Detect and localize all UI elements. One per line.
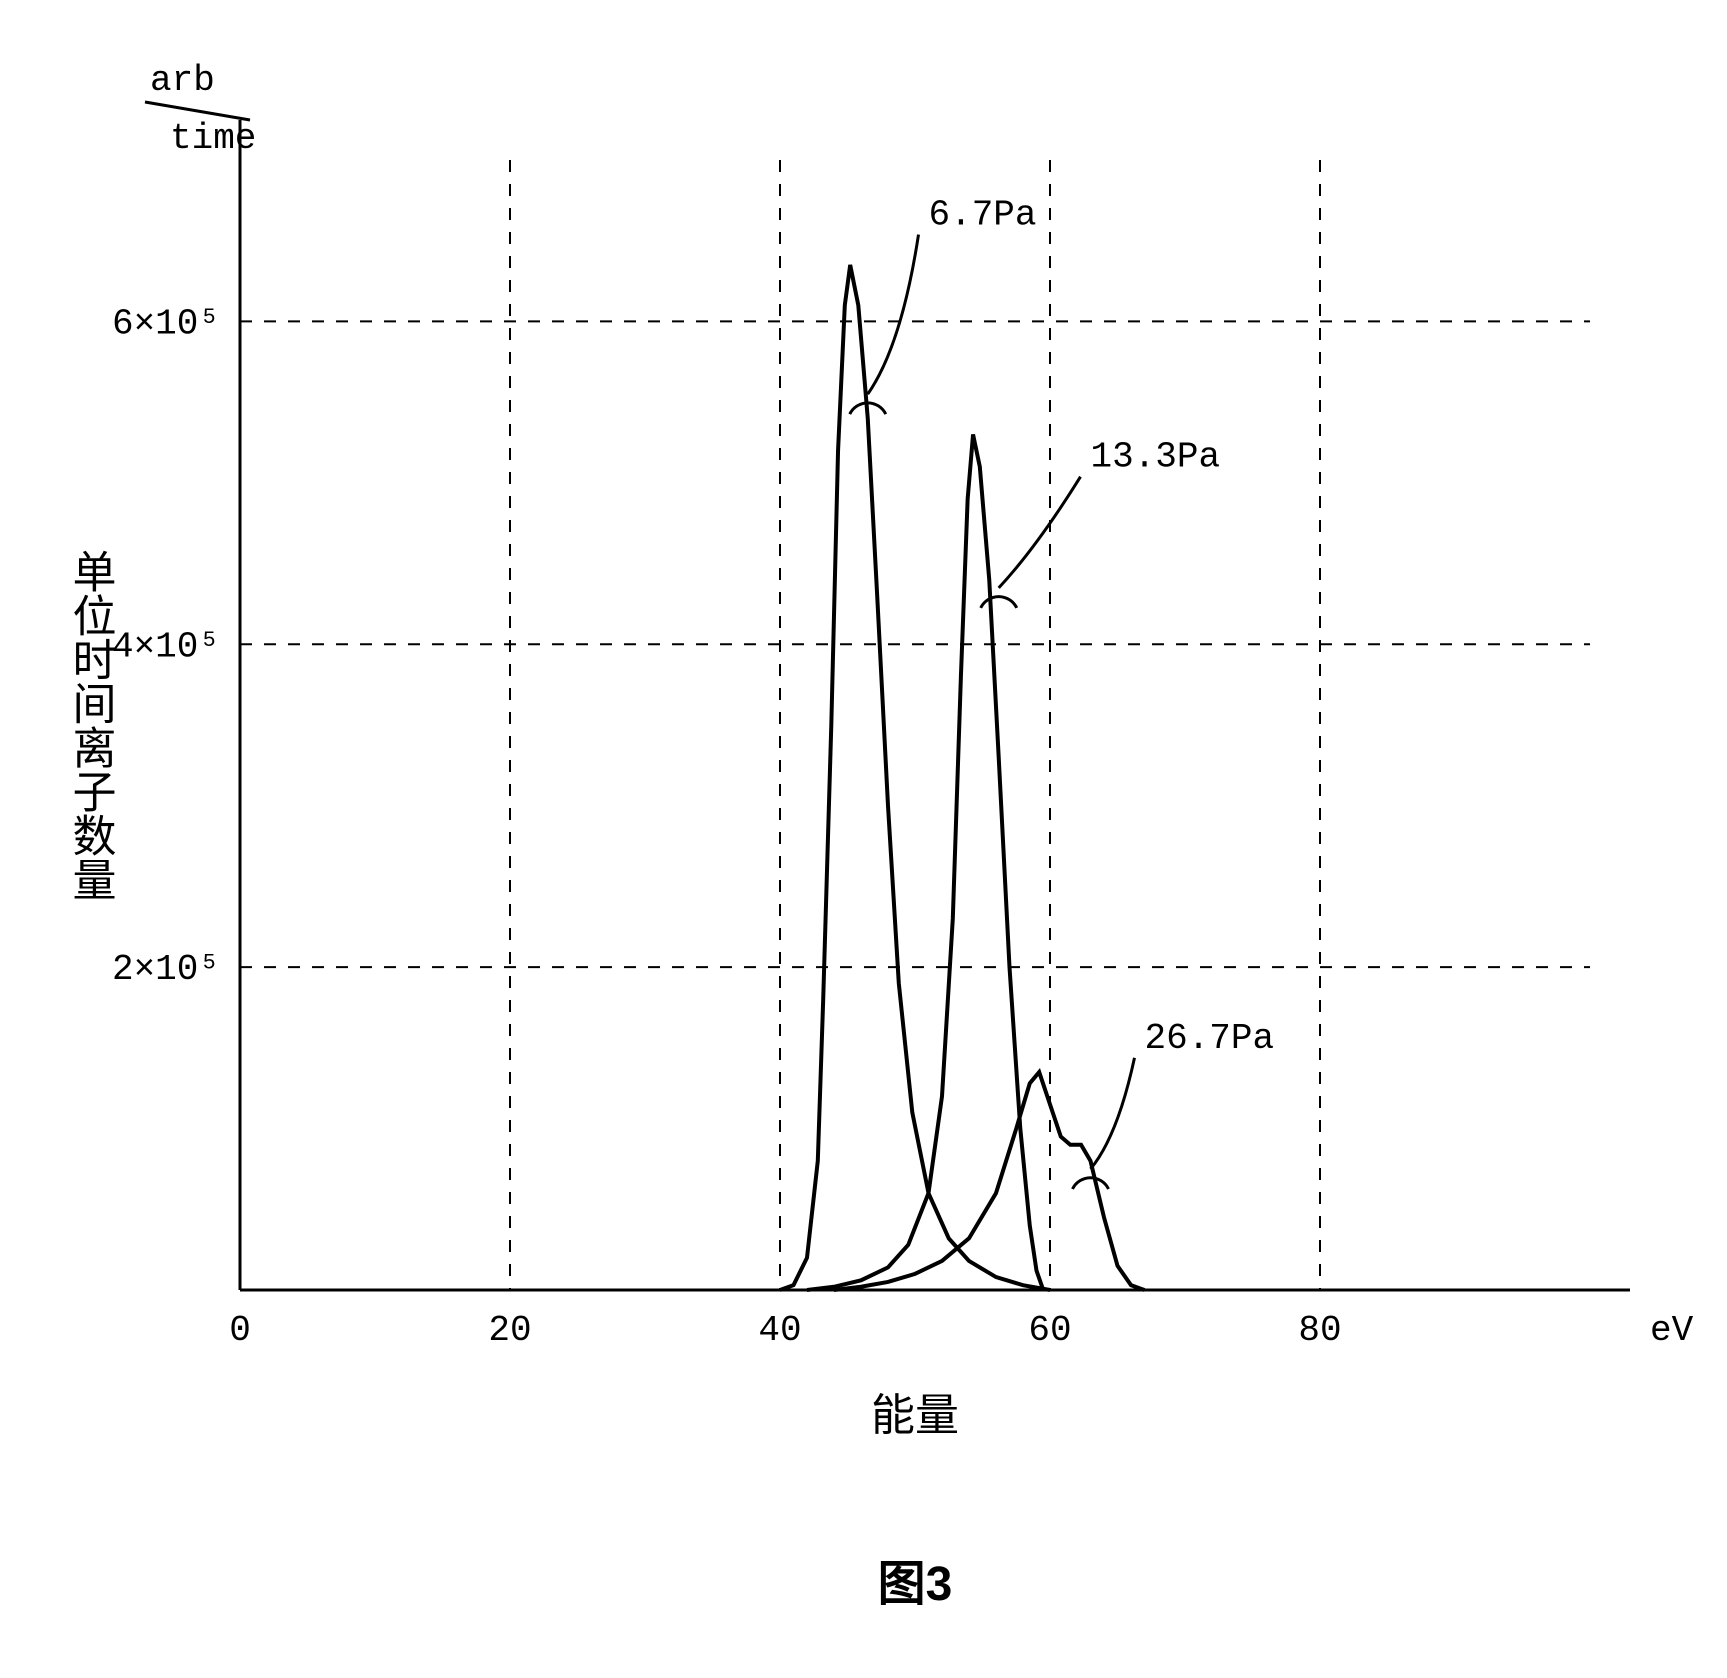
y-tick-label: 2×10⁵ — [112, 949, 220, 990]
x-unit-label: eV — [1650, 1310, 1694, 1351]
annotation-leader — [868, 235, 919, 395]
annotation-label: 6.7Pa — [929, 195, 1037, 236]
y-tick-label: 6×10⁵ — [112, 303, 220, 344]
chart-svg: 0 20 40 60 80 2×10⁵ 4×10⁵ 6×10⁵ eV 能量 arb time 单位时间离… — [40, 40, 1727, 1638]
x-tick-label: 40 — [758, 1310, 801, 1351]
annotation-label: 26.7Pa — [1145, 1018, 1275, 1059]
y-axis-label: 单位时间离子数量 — [66, 549, 116, 901]
annotation-label: 13.3Pa — [1091, 437, 1221, 478]
x-axis-label: 能量 — [871, 1391, 959, 1440]
y-unit-arb: arb — [150, 60, 215, 101]
y-tick-label: 4×10⁵ — [112, 626, 220, 667]
series-curve — [834, 1072, 1145, 1290]
y-unit-time: time — [170, 118, 256, 159]
annotation-hook — [981, 597, 1017, 608]
annotation-hook — [1073, 1178, 1109, 1189]
x-tick-label: 80 — [1298, 1310, 1341, 1351]
annotation-leader — [1091, 1058, 1135, 1169]
x-tick-label: 60 — [1028, 1310, 1071, 1351]
chart-container: 0 20 40 60 80 2×10⁵ 4×10⁵ 6×10⁵ eV 能量 arb time 单位时间离… — [40, 40, 1727, 1638]
figure-label: 图3 — [878, 1558, 953, 1611]
x-tick-label: 20 — [488, 1310, 531, 1351]
series-curve — [780, 265, 1050, 1290]
x-tick-label: 0 — [229, 1310, 251, 1351]
annotation-leader — [999, 477, 1081, 588]
